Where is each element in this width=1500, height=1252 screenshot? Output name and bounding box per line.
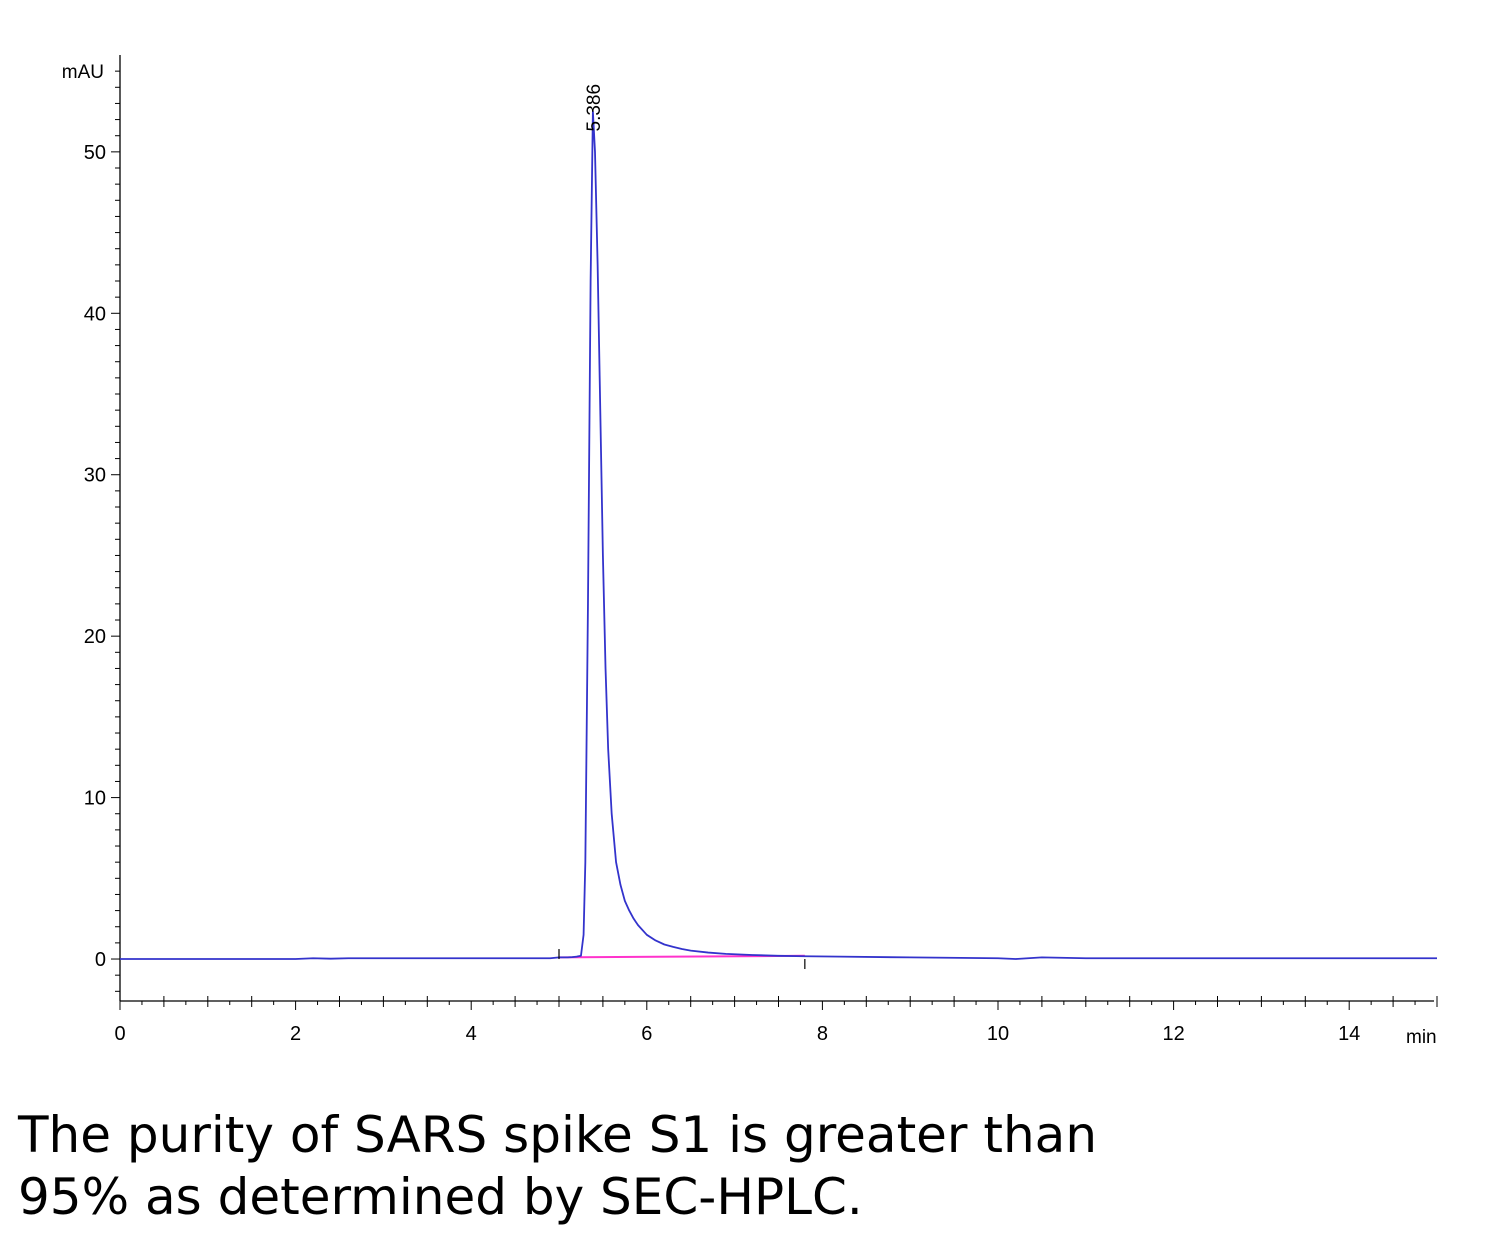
x-axis-unit-label: min: [1406, 1027, 1437, 1048]
chart-tick-labels: 0 10 20 30 40 50 mAU 0 2 4 6 8 10 12 14 min: [62, 62, 1437, 1048]
y-tick-label: 0: [95, 949, 106, 971]
y-tick-label: 40: [84, 303, 106, 325]
chart-ticks: [111, 70, 1438, 1010]
y-tick-label: 50: [84, 142, 106, 164]
chromatogram-chart: 0 10 20 30 40 50 mAU 0 2 4 6 8 10 12 14 min 5.386: [62, 55, 1438, 1048]
x-tick-label: 0: [114, 1023, 125, 1045]
y-tick-label: 20: [84, 626, 106, 648]
x-tick-label: 2: [290, 1023, 301, 1045]
y-tick-label: 30: [84, 465, 106, 487]
x-tick-label: 12: [1162, 1023, 1184, 1045]
chromatogram-trace: [120, 110, 1437, 960]
caption-line-2: 95% as determined by SEC-HPLC.: [18, 1168, 863, 1226]
x-tick-label: 4: [466, 1023, 477, 1045]
caption-line-1: The purity of SARS spike S1 is greater t…: [18, 1106, 1098, 1164]
x-tick-label: 14: [1338, 1023, 1360, 1045]
peak-retention-label: 5.386: [584, 84, 605, 132]
figure-caption: The purity of SARS spike S1 is greater t…: [18, 1104, 1478, 1228]
x-tick-label: 10: [987, 1023, 1009, 1045]
x-tick-label: 8: [817, 1023, 828, 1045]
y-axis-unit-label: mAU: [62, 62, 104, 83]
chart-axes: [119, 55, 1434, 1002]
x-tick-label: 6: [641, 1023, 652, 1045]
chart-plot-area: 5.386: [120, 84, 1437, 970]
y-tick-label: 10: [84, 788, 106, 810]
